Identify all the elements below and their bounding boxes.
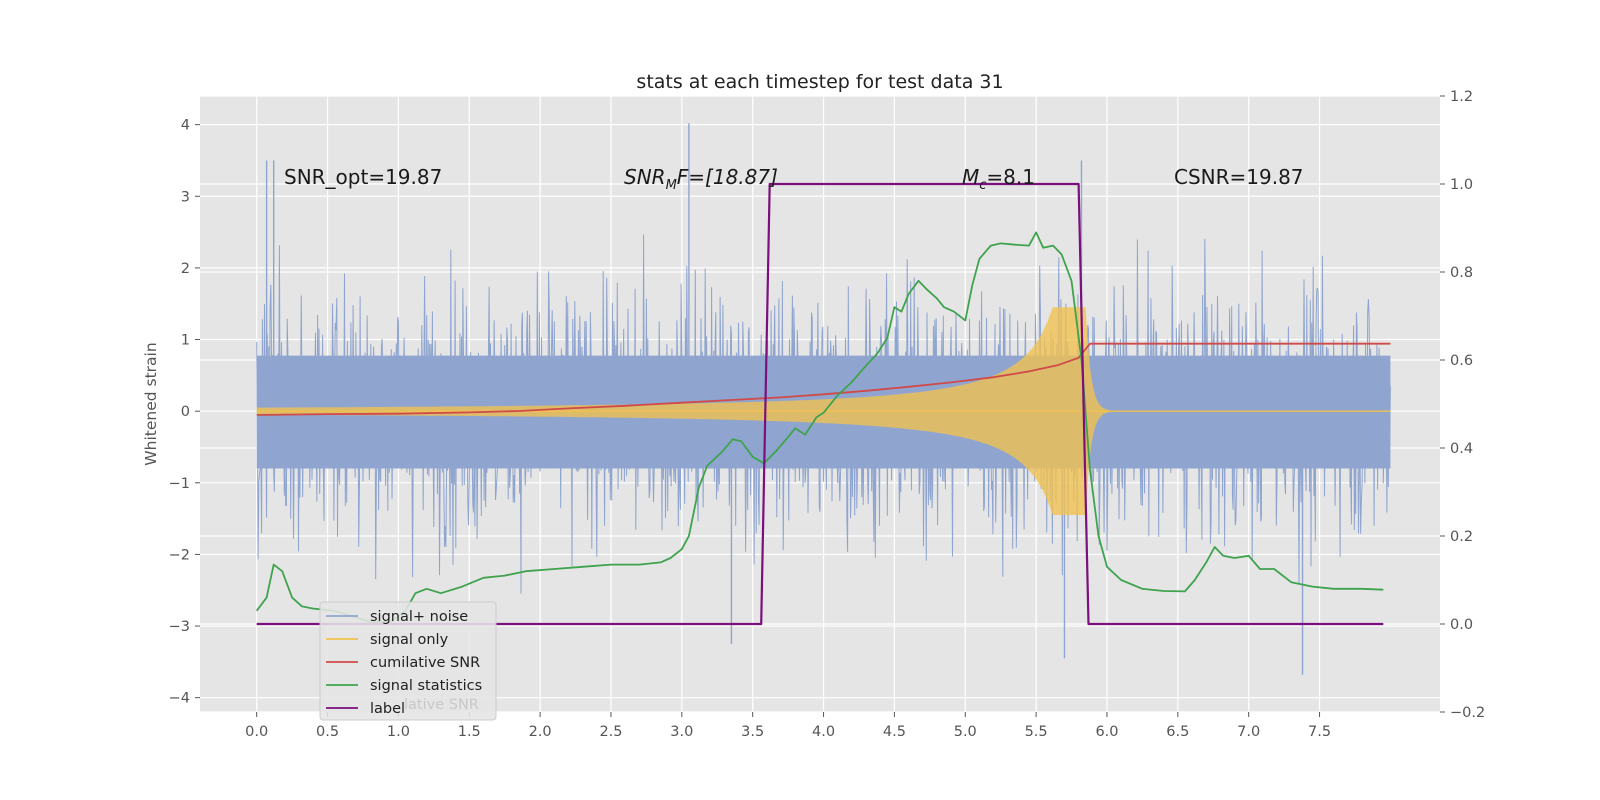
y-tick-label-left: 3 [181,189,190,205]
x-tick-label: 1.5 [458,724,481,740]
legend-label-signal-only: signal only [370,632,449,648]
y-tick-label-left: 2 [181,261,190,277]
y-tick-label-right: 0.0 [1450,617,1473,633]
x-tick-label: 0.5 [316,724,339,740]
legend-item-signal-noise: signal+ noise [326,609,468,625]
y-tick-label-right: −0.2 [1450,705,1485,721]
series-cumilative-snr [256,342,1391,416]
x-tick-label: 1.0 [387,724,410,740]
x-tick-label: 4.0 [812,724,835,740]
x-tick-label: 6.0 [1095,724,1118,740]
legend-item-signal-only: signal only [326,632,449,648]
y-tick-label-left: −1 [169,476,190,492]
y-tick-label-right: 0.6 [1450,353,1473,369]
y-tick-label-right: 0.2 [1450,529,1473,545]
legend-label-label: label [370,701,405,717]
y-tick-label-left: 4 [181,118,190,134]
y-tick-label-left: 0 [181,404,190,420]
y-tick-label-right: 0.8 [1450,265,1473,281]
y-tick-label-left: −2 [169,547,190,563]
series-signal-only [256,307,1391,515]
x-tick-label: 6.5 [1166,724,1189,740]
legend-box [319,601,497,721]
x-tick-label: 4.5 [883,724,906,740]
legend-item-cumilative-snr: cumilative SNR [326,655,480,671]
chart-title: stats at each timestep for test data 31 [636,71,1003,93]
annotation-snr-mf: SNRMF=[18.87] [624,165,778,193]
x-tick-label: 3.0 [670,724,693,740]
annotations: SNR_opt=19.87 SNRMF=[18.87] Mc=8.1 CSNR=… [284,165,1304,193]
x-tick-label: 2.0 [529,724,552,740]
annotation-snr-opt: SNR_opt=19.87 [284,165,442,189]
y-tick-label-left: −4 [169,691,190,707]
legend-label-signal-statistics: signal statistics [370,678,482,694]
legend-label-cumilative-snr: cumilative SNR [370,655,480,671]
x-tick-label: 2.5 [599,724,622,740]
y-tick-label-right: 1.0 [1450,177,1473,193]
series-label [256,182,1384,626]
y-tick-label-left: −3 [169,619,190,635]
legend-item-label: label [326,701,405,717]
annotation-chirp-mass: Mc=8.1 [962,165,1035,193]
x-tick-label: 5.5 [1025,724,1048,740]
y-tick-label-left: 1 [181,333,190,349]
x-tick-label: 7.0 [1237,724,1260,740]
series-signal-statistics [255,231,1384,623]
legend: lative SNR signal+ noise signal only cum… [319,601,497,721]
series-layer [255,123,1391,675]
legend-item-signal-statistics: signal statistics [326,678,482,694]
y-axis-label-left: Whitened strain [142,342,160,465]
annotation-csnr: CSNR=19.87 [1174,165,1304,189]
legend-overlapped-text: lative SNR [404,697,479,713]
x-tick-label: 0.0 [245,724,268,740]
x-tick-label: 3.5 [741,724,764,740]
noise-trace [256,234,1391,594]
tick-layer: 0.0 0.5 1.0 1.5 2.0 2.5 3.0 3.5 4.0 4.5 5.0 5.5 6.0 6… [169,89,1486,740]
legend-label-signal-noise: signal+ noise [370,609,468,625]
x-tick-label: 7.5 [1308,724,1331,740]
x-tick-label: 5.0 [954,724,977,740]
y-tick-label-right: 0.4 [1450,441,1473,457]
y-tick-label-right: 1.2 [1450,89,1473,105]
